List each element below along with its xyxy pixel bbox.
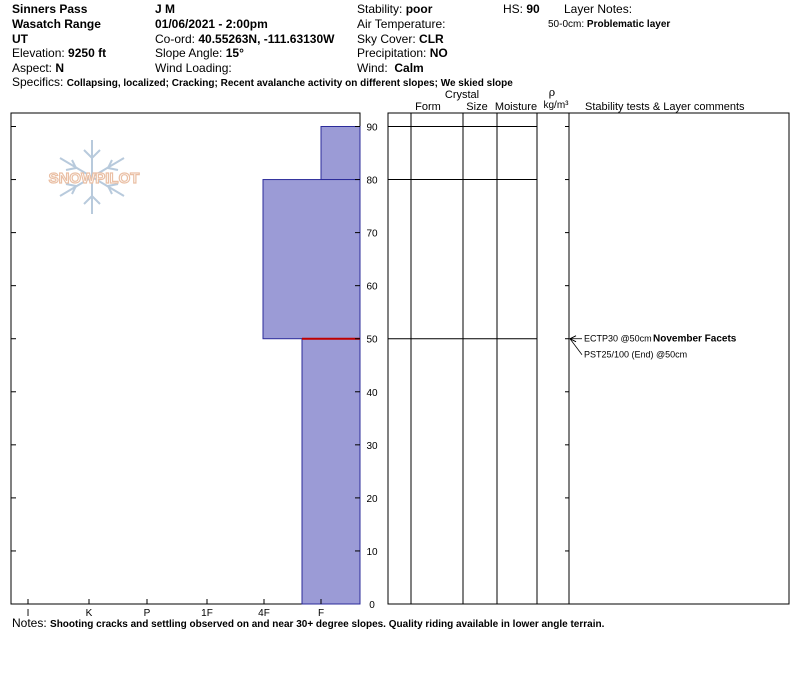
observation-datetime: 01/06/2021 - 2:00pm bbox=[155, 17, 268, 31]
wind-value: Calm bbox=[394, 61, 424, 75]
air-temp-label: Air Temperature: bbox=[357, 17, 446, 31]
depth-label-10: 10 bbox=[366, 547, 378, 558]
hardness-label-F: F bbox=[318, 608, 324, 619]
aspect-label: Aspect: bbox=[12, 61, 53, 75]
density-column-header: kg/m³ bbox=[544, 100, 570, 111]
hardness-label-1F: 1F bbox=[201, 608, 213, 619]
depth-label-90: 90 bbox=[366, 123, 378, 134]
hardness-label-4F: 4F bbox=[258, 608, 270, 619]
layer-bar-0 bbox=[320, 126, 361, 181]
precip-row: Precipitation: NO bbox=[357, 46, 448, 60]
comments-column-header: Stability tests & Layer comments bbox=[585, 101, 745, 113]
sky-label: Sky Cover: bbox=[357, 32, 416, 46]
depth-label-30: 30 bbox=[366, 441, 378, 452]
test-label-0: ECTP30 @50cm bbox=[584, 334, 652, 344]
rho-symbol: ρ bbox=[549, 86, 555, 99]
size-column-header: Size bbox=[466, 101, 487, 113]
stability-label: Stability: bbox=[357, 2, 403, 16]
coord-value: 40.55263N, -111.63130W bbox=[198, 32, 335, 46]
hardness-label-K: K bbox=[86, 608, 93, 619]
depth-label-50: 50 bbox=[366, 335, 378, 346]
test-arrow-1 bbox=[569, 335, 577, 343]
form-column-header: Form bbox=[415, 101, 441, 113]
precip-label: Precipitation: bbox=[357, 46, 427, 60]
crystal-column-header: Crystal bbox=[445, 89, 479, 101]
stability-row: Stability: poor bbox=[357, 2, 432, 16]
hardness-axis: I K P 1F 4F F bbox=[27, 599, 324, 619]
stability-tests: ECTP30 @50cm November Facets PST25/100 (En… bbox=[569, 334, 737, 360]
layer-note-range: 50-0cm: bbox=[548, 19, 585, 30]
layer-notes-label: Layer Notes: bbox=[564, 2, 633, 16]
specifics-row: Specifics: Collapsing, localized; Cracki… bbox=[12, 75, 513, 91]
location-name: Sinners Pass bbox=[12, 2, 88, 16]
state: UT bbox=[12, 32, 28, 46]
layer-bar-2 bbox=[301, 338, 361, 605]
slope-value: 15° bbox=[225, 46, 244, 60]
logo-text: SNOWPILOT bbox=[49, 170, 140, 187]
aspect-row: Aspect: N bbox=[12, 61, 64, 75]
hardness-label-P: P bbox=[144, 608, 151, 619]
air-temp-row: Air Temperature: bbox=[357, 17, 445, 31]
hs-row: HS: 90 bbox=[503, 2, 540, 16]
depth-label-0: 0 bbox=[369, 600, 375, 611]
notes-label: Notes: bbox=[12, 616, 47, 630]
precip-value: NO bbox=[429, 46, 448, 60]
mountain-range: Wasatch Range bbox=[12, 17, 101, 31]
test-label-1: PST25/100 (End) @50cm bbox=[584, 350, 687, 360]
sky-row: Sky Cover: CLR bbox=[357, 32, 444, 46]
slope-label: Slope Angle: bbox=[155, 46, 223, 60]
notes-row: Notes: Shooting cracks and settling obse… bbox=[12, 616, 604, 632]
observer-name: J M bbox=[155, 2, 176, 16]
elevation-label: Elevation: bbox=[12, 46, 65, 60]
test-pointer-1 bbox=[569, 338, 583, 355]
layer-bar-1 bbox=[262, 179, 361, 340]
depth-axis: 0 10 20 30 40 50 60 70 80 90 bbox=[366, 123, 569, 611]
coord-row: Co-ord: 40.55263N, -111.63130W bbox=[155, 32, 334, 46]
wind-row: Wind: Calm bbox=[357, 61, 424, 75]
layer-note-text: Problematic layer bbox=[586, 19, 671, 30]
layer-table-frame bbox=[387, 112, 790, 605]
specifics-value: Collapsing, localized; Cracking; Recent … bbox=[66, 78, 513, 89]
snowflake-icon bbox=[59, 140, 125, 214]
hs-label: HS: bbox=[503, 2, 524, 16]
aspect-value: N bbox=[55, 61, 65, 75]
moisture-column-header: Moisture bbox=[495, 101, 537, 113]
depth-label-40: 40 bbox=[366, 388, 378, 399]
hs-value: 90 bbox=[526, 2, 540, 16]
depth-label-70: 70 bbox=[366, 229, 378, 240]
elevation-row: Elevation: 9250 ft bbox=[12, 46, 106, 60]
wind-loading-label: Wind Loading: bbox=[155, 61, 232, 75]
test-comment-0: November Facets bbox=[653, 334, 737, 345]
layer-note: 50-0cm: Problematic layer bbox=[548, 18, 670, 32]
hardness-layers bbox=[262, 126, 361, 605]
notes-value: Shooting cracks and settling observed on… bbox=[50, 619, 605, 630]
stability-value: poor bbox=[405, 2, 433, 16]
sky-value: CLR bbox=[419, 32, 444, 46]
depth-label-80: 80 bbox=[366, 176, 378, 187]
slope-row: Slope Angle: 15° bbox=[155, 46, 244, 60]
left-ticks bbox=[11, 126, 360, 552]
snowpilot-logo: SNOWPILOT bbox=[48, 140, 140, 214]
wind-loading-row: Wind Loading: bbox=[155, 61, 232, 75]
depth-label-60: 60 bbox=[366, 282, 378, 293]
depth-label-20: 20 bbox=[366, 494, 378, 505]
layer-boundaries bbox=[388, 126, 537, 340]
specifics-label: Specifics: bbox=[12, 75, 64, 89]
hardness-label-I: I bbox=[27, 608, 30, 619]
coord-label: Co-ord: bbox=[155, 32, 196, 46]
wind-label: Wind: bbox=[357, 61, 388, 75]
elevation-value: 9250 ft bbox=[68, 46, 107, 60]
